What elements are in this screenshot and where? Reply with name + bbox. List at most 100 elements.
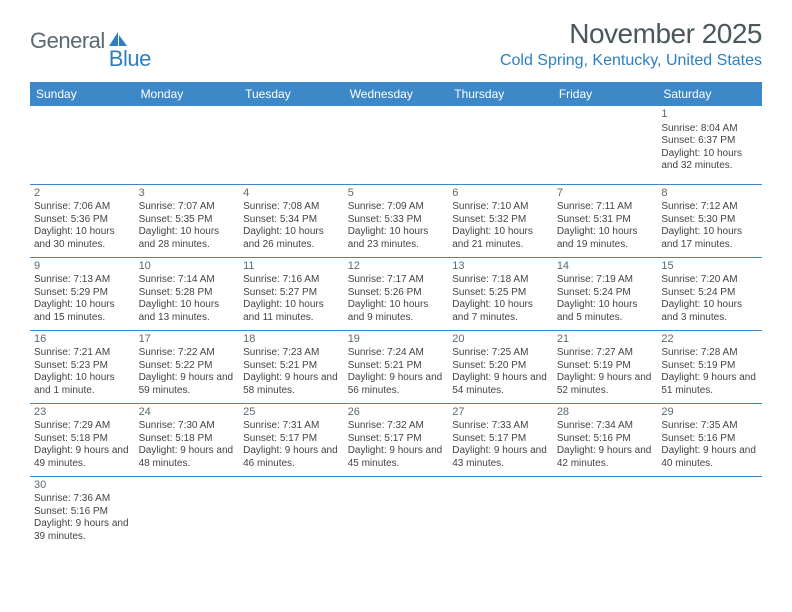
calendar-cell: 27Sunrise: 7:33 AMSunset: 5:17 PMDayligh… [448, 403, 553, 476]
calendar-row: 23Sunrise: 7:29 AMSunset: 5:18 PMDayligh… [30, 403, 762, 476]
logo: General Blue [30, 28, 151, 72]
sunset-text: Sunset: 5:29 PM [34, 287, 131, 300]
day-number: 27 [452, 406, 549, 420]
calendar-cell [553, 106, 658, 184]
sunset-text: Sunset: 5:21 PM [243, 360, 340, 373]
calendar-cell [30, 106, 135, 184]
day-number: 4 [243, 187, 340, 201]
daylight-text: Daylight: 9 hours and 42 minutes. [557, 445, 654, 470]
calendar-cell [135, 106, 240, 184]
calendar-row: 9Sunrise: 7:13 AMSunset: 5:29 PM Daylight… [30, 257, 762, 330]
calendar-cell [239, 476, 344, 549]
daylight-text: Daylight: 9 hours and 40 minutes. [661, 445, 758, 470]
sunrise-text: Sunrise: 7:18 AM [452, 274, 549, 287]
weekday-header: Friday [553, 82, 658, 106]
calendar-cell: 15Sunrise: 7:20 AMSunset: 5:24 PMDayligh… [657, 257, 762, 330]
title-block: November 2025 Cold Spring, Kentucky, Uni… [500, 18, 762, 70]
day-number: 12 [348, 260, 445, 274]
sunrise-text: Sunrise: 7:34 AM [557, 420, 654, 433]
daylight-text: Daylight: 10 hours and 21 minutes. [452, 226, 549, 251]
daylight-text: Daylight: 10 hours and 28 minutes. [139, 226, 236, 251]
sunset-text: Sunset: 5:26 PM [348, 287, 445, 300]
day-number: 6 [452, 187, 549, 201]
sunset-text: Sunset: 5:17 PM [348, 433, 445, 446]
daylight-text: Daylight: 10 hours and 1 minute. [34, 372, 131, 397]
sunset-text: Sunset: 6:37 PM [661, 135, 758, 148]
sunrise-text: Sunrise: 7:08 AM [243, 201, 340, 214]
sunset-text: Sunset: 5:23 PM [34, 360, 131, 373]
daylight-text: Daylight: 9 hours and 59 minutes. [139, 372, 236, 397]
day-number: 15 [661, 260, 758, 274]
sunrise-text: Sunrise: 7:06 AM [34, 201, 131, 214]
daylight-text: Daylight: 9 hours and 49 minutes. [34, 445, 131, 470]
sunset-text: Sunset: 5:18 PM [139, 433, 236, 446]
sunrise-text: Sunrise: 7:12 AM [661, 201, 758, 214]
calendar-cell: 10Sunrise: 7:14 AMSunset: 5:28 PMDayligh… [135, 257, 240, 330]
sunset-text: Sunset: 5:21 PM [348, 360, 445, 373]
calendar-cell [239, 106, 344, 184]
sunrise-text: Sunrise: 7:31 AM [243, 420, 340, 433]
sunrise-text: Sunrise: 7:36 AM [34, 493, 131, 506]
day-number: 28 [557, 406, 654, 420]
day-number: 25 [243, 406, 340, 420]
sunset-text: Sunset: 5:17 PM [243, 433, 340, 446]
page: General Blue November 2025 Cold Spring, … [0, 0, 792, 559]
sunset-text: Sunset: 5:19 PM [557, 360, 654, 373]
calendar-cell [553, 476, 658, 549]
calendar-cell: 20Sunrise: 7:25 AMSunset: 5:20 PMDayligh… [448, 330, 553, 403]
sunset-text: Sunset: 5:30 PM [661, 214, 758, 227]
calendar-row: 16Sunrise: 7:21 AMSunset: 5:23 PMDayligh… [30, 330, 762, 403]
sunrise-text: Sunrise: 7:21 AM [34, 347, 131, 360]
day-number: 10 [139, 260, 236, 274]
calendar-cell: 29Sunrise: 7:35 AMSunset: 5:16 PMDayligh… [657, 403, 762, 476]
weekday-header-row: Sunday Monday Tuesday Wednesday Thursday… [30, 82, 762, 106]
calendar-cell [135, 476, 240, 549]
sunset-text: Sunset: 5:24 PM [557, 287, 654, 300]
sunrise-text: Sunrise: 7:07 AM [139, 201, 236, 214]
calendar-cell: 12Sunrise: 7:17 AMSunset: 5:26 PMDayligh… [344, 257, 449, 330]
sunset-text: Sunset: 5:28 PM [139, 287, 236, 300]
calendar-cell: 7Sunrise: 7:11 AMSunset: 5:31 PMDaylight… [553, 184, 658, 257]
sunrise-text: Sunrise: 7:32 AM [348, 420, 445, 433]
day-number: 23 [34, 406, 131, 420]
page-title: November 2025 [500, 18, 762, 50]
sunset-text: Sunset: 5:34 PM [243, 214, 340, 227]
sunrise-text: Sunrise: 7:24 AM [348, 347, 445, 360]
weekday-header: Wednesday [344, 82, 449, 106]
sunset-text: Sunset: 5:36 PM [34, 214, 131, 227]
calendar-cell: 18Sunrise: 7:23 AMSunset: 5:21 PMDayligh… [239, 330, 344, 403]
sunrise-text: Sunrise: 7:22 AM [139, 347, 236, 360]
header: General Blue November 2025 Cold Spring, … [30, 18, 762, 72]
daylight-text: Daylight: 9 hours and 39 minutes. [34, 518, 131, 543]
sunset-text: Sunset: 5:18 PM [34, 433, 131, 446]
sunset-text: Sunset: 5:17 PM [452, 433, 549, 446]
daylight-text: Daylight: 10 hours and 32 minutes. [661, 148, 758, 173]
calendar-cell: 25Sunrise: 7:31 AMSunset: 5:17 PMDayligh… [239, 403, 344, 476]
calendar-cell: 26Sunrise: 7:32 AMSunset: 5:17 PMDayligh… [344, 403, 449, 476]
calendar-cell: 1Sunrise: 8:04 AMSunset: 6:37 PMDaylight… [657, 106, 762, 184]
daylight-text: Daylight: 9 hours and 52 minutes. [557, 372, 654, 397]
sunset-text: Sunset: 5:16 PM [557, 433, 654, 446]
sunrise-text: Sunrise: 7:13 AM [34, 274, 131, 287]
calendar-cell: 6Sunrise: 7:10 AMSunset: 5:32 PMDaylight… [448, 184, 553, 257]
daylight-text: Daylight: 9 hours and 46 minutes. [243, 445, 340, 470]
calendar-row: 1Sunrise: 8:04 AMSunset: 6:37 PMDaylight… [30, 106, 762, 184]
day-number: 2 [34, 187, 131, 201]
calendar-cell: 30Sunrise: 7:36 AMSunset: 5:16 PMDayligh… [30, 476, 135, 549]
daylight-text: Daylight: 10 hours and 19 minutes. [557, 226, 654, 251]
weekday-header: Sunday [30, 82, 135, 106]
daylight-text: Daylight: 10 hours and 13 minutes. [139, 299, 236, 324]
sunrise-text: Sunrise: 7:27 AM [557, 347, 654, 360]
weekday-header: Saturday [657, 82, 762, 106]
calendar-cell: 3Sunrise: 7:07 AMSunset: 5:35 PMDaylight… [135, 184, 240, 257]
daylight-text: Daylight: 10 hours and 26 minutes. [243, 226, 340, 251]
day-number: 16 [34, 333, 131, 347]
daylight-text: Daylight: 9 hours and 54 minutes. [452, 372, 549, 397]
daylight-text: Daylight: 10 hours and 3 minutes. [661, 299, 758, 324]
sunset-text: Sunset: 5:20 PM [452, 360, 549, 373]
day-number: 9 [34, 260, 131, 274]
daylight-text: Daylight: 10 hours and 7 minutes. [452, 299, 549, 324]
calendar-table: Sunday Monday Tuesday Wednesday Thursday… [30, 82, 762, 549]
calendar-cell [344, 106, 449, 184]
daylight-text: Daylight: 9 hours and 51 minutes. [661, 372, 758, 397]
